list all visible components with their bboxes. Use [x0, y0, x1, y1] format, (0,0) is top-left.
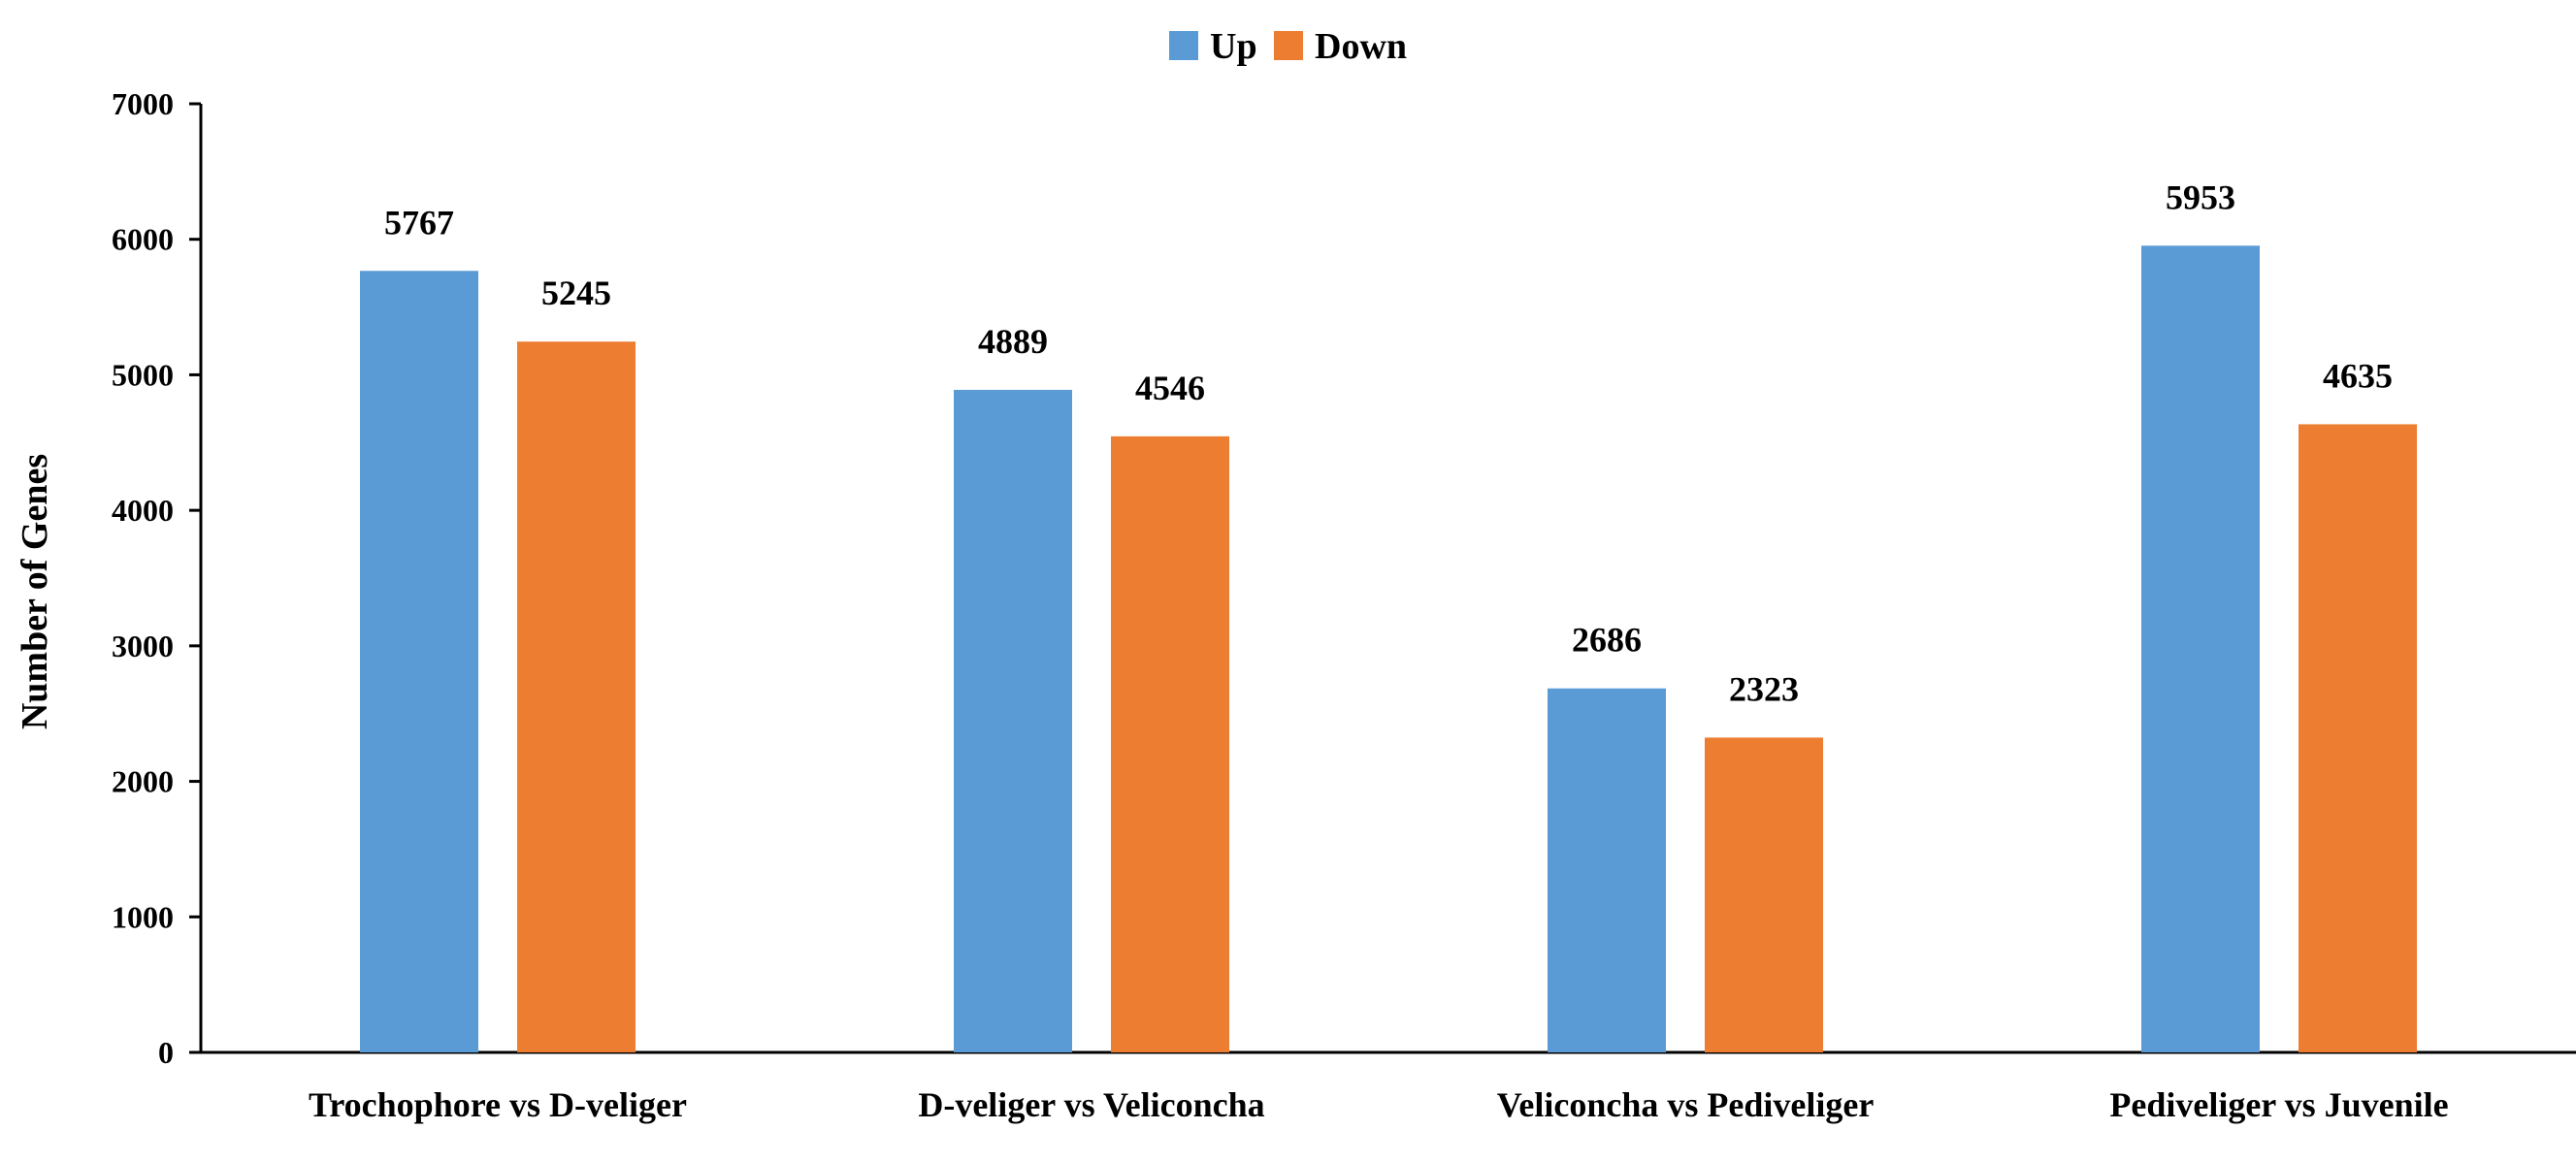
data-label-up-trochophore-vs-d-veliger: 5767	[384, 203, 454, 242]
data-label-up-veliconcha-vs-pediveliger: 2686	[1572, 621, 1642, 660]
y-axis-title: Number of Genes	[15, 454, 55, 729]
x-tick-label-d-veliger-vs-veliconcha: D-veliger vs Veliconcha	[918, 1085, 1264, 1124]
data-label-down-veliconcha-vs-pediveliger: 2323	[1729, 669, 1799, 708]
data-label-down-d-veliger-vs-veliconcha: 4546	[1135, 369, 1205, 407]
data-label-up-d-veliger-vs-veliconcha: 4889	[978, 322, 1048, 361]
data-label-down-pediveliger-vs-juvenile: 4635	[2323, 356, 2393, 395]
x-axis: Trochophore vs D-veliger D-veliger vs Vel…	[201, 1050, 2576, 1124]
bar-up-trochophore-vs-d-veliger	[360, 271, 478, 1052]
bar-down-pediveliger-vs-juvenile	[2299, 424, 2417, 1052]
y-tick-label-1000: 1000	[112, 899, 174, 934]
x-tick-label-trochophore-vs-d-veliger: Trochophore vs D-veliger	[309, 1085, 687, 1124]
x-tick-label-veliconcha-vs-pediveliger: Veliconcha vs Pediveliger	[1497, 1085, 1875, 1124]
y-tick-label-0: 0	[158, 1035, 174, 1070]
data-label-up-pediveliger-vs-juvenile: 5953	[2166, 178, 2235, 216]
bar-down-trochophore-vs-d-veliger	[517, 341, 636, 1052]
bar-down-d-veliger-vs-veliconcha	[1111, 436, 1229, 1052]
legend-label-up: Up	[1210, 26, 1257, 67]
y-tick-label-4000: 4000	[112, 493, 174, 528]
data-labels: 5767 5245 4889 4546 2686 2323 5953 4635	[384, 178, 2393, 708]
y-tick-label-6000: 6000	[112, 222, 174, 257]
y-tick-label-5000: 5000	[112, 357, 174, 392]
x-tick-label-pediveliger-vs-juvenile: Pediveliger vs Juvenile	[2109, 1085, 2448, 1124]
y-tick-label-2000: 2000	[112, 764, 174, 799]
legend: Up Down	[1169, 26, 1407, 67]
legend-swatch-up	[1169, 31, 1198, 60]
y-tick-label-7000: 7000	[112, 86, 174, 121]
bar-up-d-veliger-vs-veliconcha	[954, 389, 1072, 1052]
bar-down-veliconcha-vs-pediveliger	[1705, 737, 1823, 1052]
legend-label-down: Down	[1315, 26, 1407, 67]
bar-up-veliconcha-vs-pediveliger	[1548, 688, 1666, 1052]
y-tick-label-3000: 3000	[112, 629, 174, 663]
bar-up-pediveliger-vs-juvenile	[2141, 245, 2260, 1052]
y-axis: 0 1000 2000 3000 4000 5000 6000 7000	[112, 86, 203, 1070]
bars	[360, 245, 2417, 1052]
data-label-down-trochophore-vs-d-veliger: 5245	[541, 274, 611, 312]
legend-swatch-down	[1274, 31, 1303, 60]
